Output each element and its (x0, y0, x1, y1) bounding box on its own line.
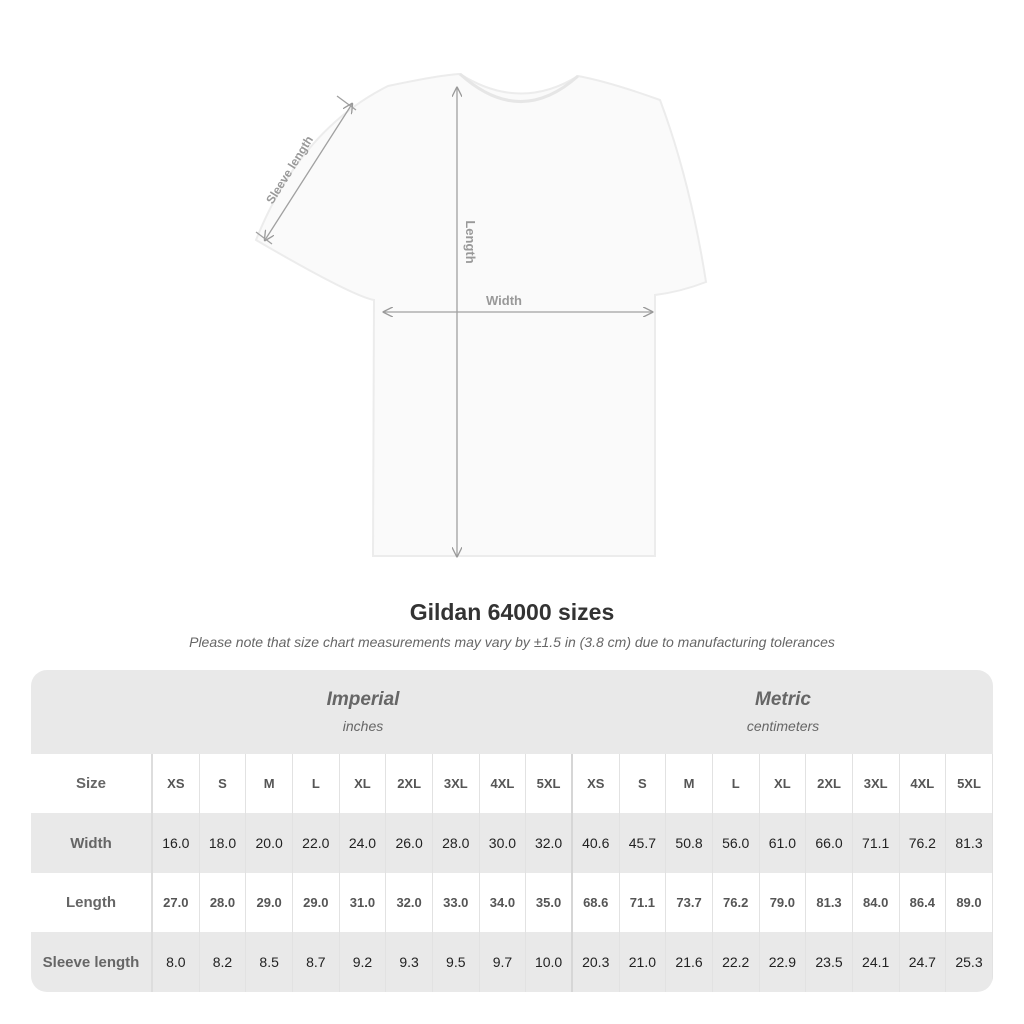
value-cell: 89.0 (946, 873, 993, 932)
value-cell: 8.2 (200, 932, 247, 992)
value-cell: 23.5 (806, 932, 853, 992)
size-table: Imperial inches Metric centimeters Size X… (31, 670, 993, 992)
value-cell: 31.0 (340, 873, 387, 932)
tshirt-diagram: Length Width Sleeve length (254, 72, 708, 580)
imperial-unit: inches (342, 718, 384, 734)
size-header-cell: 5XL (946, 754, 993, 813)
value-cell: 73.7 (666, 873, 713, 932)
value-cell: 28.0 (200, 873, 247, 932)
value-cell: 30.0 (480, 813, 527, 873)
value-cell: 10.0 (526, 932, 573, 992)
value-cell: 20.3 (573, 932, 620, 992)
value-cell: 26.0 (386, 813, 433, 873)
value-cell: 40.6 (573, 813, 620, 873)
imperial-header: Imperial inches (153, 670, 573, 754)
table-row: Width 16.0 18.0 20.0 22.0 24.0 26.0 28.0 30.0 32.… (31, 813, 993, 873)
value-cell: 22.9 (760, 932, 807, 992)
value-cell: 66.0 (806, 813, 853, 873)
value-cell: 20.0 (246, 813, 293, 873)
page-title: Gildan 64000 sizes (409, 599, 615, 625)
value-cell: 9.2 (340, 932, 387, 992)
value-cell: 9.3 (386, 932, 433, 992)
size-header-cell: 2XL (806, 754, 853, 813)
value-cell: 61.0 (760, 813, 807, 873)
value-cell: 18.0 (200, 813, 247, 873)
value-cell: 24.1 (853, 932, 900, 992)
value-cell: 29.0 (246, 873, 293, 932)
value-cell: 50.8 (666, 813, 713, 873)
size-row: Size XS S M L XL 2XL 3XL 4XL 5XL XS S M L XL 2XL 3XL 4XL 5… (31, 754, 993, 813)
row-label: Size (31, 754, 153, 813)
table-row: Sleeve length 8.0 8.2 8.5 8.7 9.2 9.3 9.5 9.7 10.… (31, 932, 993, 992)
size-header-cell: M (246, 754, 293, 813)
size-header-cell: 2XL (386, 754, 433, 813)
size-header-cell: 5XL (526, 754, 573, 813)
row-label: Length (31, 873, 153, 932)
size-header-cell: 3XL (433, 754, 480, 813)
value-cell: 8.0 (153, 932, 200, 992)
value-cell: 8.5 (246, 932, 293, 992)
value-cell: 35.0 (526, 873, 573, 932)
value-cell: 81.3 (946, 813, 993, 873)
value-cell: 24.7 (900, 932, 947, 992)
row-label: Sleeve length (31, 932, 153, 992)
tolerance-note: Please note that size chart measurements… (189, 634, 835, 650)
value-cell: 84.0 (853, 873, 900, 932)
value-cell: 76.2 (713, 873, 760, 932)
value-cell: 8.7 (293, 932, 340, 992)
value-cell: 22.0 (293, 813, 340, 873)
value-cell: 32.0 (386, 873, 433, 932)
tshirt-shape (254, 72, 708, 557)
size-header-cell: M (666, 754, 713, 813)
value-cell: 56.0 (713, 813, 760, 873)
value-cell: 21.0 (620, 932, 667, 992)
table-row: Length 27.0 28.0 29.0 29.0 31.0 32.0 33.0 34.0 35… (31, 873, 993, 932)
value-cell: 71.1 (620, 873, 667, 932)
value-cell: 9.7 (480, 932, 527, 992)
size-header-cell: L (293, 754, 340, 813)
value-cell: 29.0 (293, 873, 340, 932)
size-header-cell: S (620, 754, 667, 813)
size-header-cell: L (713, 754, 760, 813)
size-header-cell: XL (340, 754, 387, 813)
size-header-cell: 4XL (480, 754, 527, 813)
metric-unit: centimeters (746, 718, 820, 734)
value-cell: 16.0 (153, 813, 200, 873)
value-cell: 68.6 (573, 873, 620, 932)
value-cell: 22.2 (713, 932, 760, 992)
size-header-cell: 3XL (853, 754, 900, 813)
size-header-cell: S (200, 754, 247, 813)
value-cell: 25.3 (946, 932, 993, 992)
width-label: Width (486, 293, 522, 308)
row-label: Width (31, 813, 153, 873)
value-cell: 34.0 (480, 873, 527, 932)
value-cell: 21.6 (666, 932, 713, 992)
imperial-title: Imperial (326, 689, 400, 710)
size-header-cell: XS (573, 754, 620, 813)
sleeve-measure-line (265, 104, 352, 240)
value-cell: 79.0 (760, 873, 807, 932)
value-cell: 81.3 (806, 873, 853, 932)
value-cell: 32.0 (526, 813, 573, 873)
length-label: Length (463, 220, 478, 263)
size-header-cell: XL (760, 754, 807, 813)
value-cell: 9.5 (433, 932, 480, 992)
value-cell: 33.0 (433, 873, 480, 932)
value-cell: 24.0 (340, 813, 387, 873)
value-cell: 71.1 (853, 813, 900, 873)
size-header-cell: XS (153, 754, 200, 813)
value-cell: 45.7 (620, 813, 667, 873)
value-cell: 27.0 (153, 873, 200, 932)
metric-title: Metric (755, 689, 811, 710)
size-header-cell: 4XL (900, 754, 947, 813)
value-cell: 86.4 (900, 873, 947, 932)
metric-header: Metric centimeters (573, 670, 993, 754)
value-cell: 28.0 (433, 813, 480, 873)
value-cell: 76.2 (900, 813, 947, 873)
